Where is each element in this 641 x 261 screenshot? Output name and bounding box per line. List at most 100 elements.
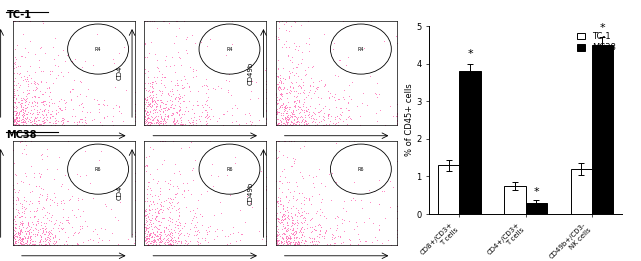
Point bbox=[287, 55, 297, 59]
Point bbox=[167, 231, 177, 235]
Point bbox=[300, 112, 310, 117]
Point bbox=[295, 229, 305, 233]
Point bbox=[272, 98, 282, 102]
Point bbox=[40, 227, 51, 232]
Point bbox=[8, 120, 19, 124]
Point bbox=[13, 81, 23, 85]
Point bbox=[53, 53, 63, 57]
Point bbox=[357, 206, 367, 210]
Point bbox=[282, 215, 292, 219]
Point bbox=[94, 110, 104, 114]
Point bbox=[172, 191, 182, 195]
Point bbox=[247, 205, 257, 209]
Point bbox=[151, 104, 161, 108]
Point bbox=[22, 220, 33, 224]
Point bbox=[321, 216, 331, 220]
Point bbox=[272, 155, 282, 159]
Point bbox=[17, 117, 28, 121]
Point bbox=[172, 81, 182, 86]
Point bbox=[362, 103, 372, 107]
Point bbox=[8, 148, 19, 152]
Point bbox=[129, 90, 140, 94]
Point bbox=[314, 114, 324, 118]
Point bbox=[200, 108, 210, 112]
Point bbox=[305, 225, 315, 229]
Point bbox=[152, 167, 162, 171]
Point bbox=[31, 116, 41, 120]
Point bbox=[306, 65, 317, 69]
Point bbox=[304, 112, 314, 116]
Point bbox=[77, 117, 87, 121]
Point bbox=[149, 240, 159, 244]
Point bbox=[147, 118, 158, 123]
Point bbox=[36, 153, 46, 158]
Point bbox=[30, 242, 40, 246]
Point bbox=[9, 109, 19, 113]
Point bbox=[140, 212, 150, 217]
Point bbox=[122, 236, 133, 241]
Point bbox=[277, 94, 287, 98]
Point bbox=[303, 121, 313, 125]
Point bbox=[314, 235, 324, 239]
Point bbox=[199, 83, 209, 87]
Point bbox=[12, 115, 22, 120]
Point bbox=[19, 195, 29, 200]
Point bbox=[299, 241, 309, 245]
Point bbox=[26, 234, 37, 238]
Point bbox=[293, 107, 303, 111]
Point bbox=[51, 108, 61, 112]
Point bbox=[31, 110, 42, 114]
Point bbox=[74, 120, 85, 124]
Point bbox=[38, 100, 48, 104]
Point bbox=[201, 83, 211, 87]
Point bbox=[140, 209, 151, 213]
Point bbox=[162, 205, 172, 210]
Point bbox=[272, 123, 282, 127]
Point bbox=[165, 234, 176, 238]
Point bbox=[56, 201, 67, 205]
Point bbox=[325, 119, 335, 123]
Point bbox=[18, 110, 28, 114]
Point bbox=[313, 110, 324, 114]
Point bbox=[339, 218, 349, 222]
Point bbox=[35, 122, 46, 126]
Point bbox=[142, 75, 153, 80]
Point bbox=[51, 240, 62, 244]
Point bbox=[177, 122, 187, 126]
Point bbox=[151, 92, 161, 96]
Point bbox=[69, 114, 79, 118]
Point bbox=[41, 238, 51, 242]
Point bbox=[17, 98, 27, 102]
Point bbox=[279, 115, 290, 119]
Point bbox=[371, 92, 381, 97]
Point bbox=[11, 173, 21, 177]
Point bbox=[11, 198, 21, 202]
Point bbox=[323, 111, 333, 116]
Point bbox=[288, 240, 298, 245]
Point bbox=[158, 106, 168, 110]
Point bbox=[142, 121, 153, 126]
Point bbox=[201, 121, 212, 126]
Point bbox=[63, 217, 74, 222]
Point bbox=[344, 94, 354, 98]
Point bbox=[52, 242, 62, 247]
Point bbox=[59, 201, 69, 205]
Point bbox=[9, 66, 19, 70]
Point bbox=[169, 41, 179, 45]
Point bbox=[283, 242, 293, 246]
Point bbox=[203, 95, 213, 99]
Point bbox=[285, 139, 296, 144]
Point bbox=[292, 48, 303, 52]
Point bbox=[142, 234, 152, 238]
Point bbox=[29, 121, 40, 125]
Point bbox=[22, 229, 32, 233]
Point bbox=[278, 116, 288, 121]
Point bbox=[10, 241, 20, 246]
Point bbox=[294, 191, 304, 195]
Point bbox=[40, 50, 51, 55]
Point bbox=[10, 228, 20, 232]
Point bbox=[282, 91, 292, 95]
Text: CD49b: CD49b bbox=[247, 61, 254, 85]
Point bbox=[36, 121, 46, 126]
Point bbox=[26, 81, 37, 85]
